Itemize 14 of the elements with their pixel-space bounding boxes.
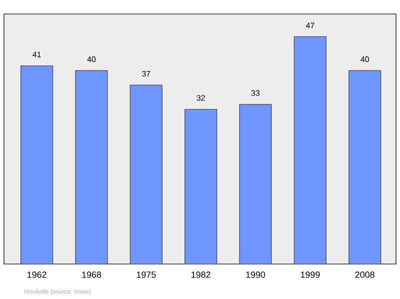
x-tick-label: 1968 [82,272,102,278]
x-tick-label: 1990 [246,272,266,278]
x-tick-label: 1982 [192,272,210,278]
bar [348,70,382,264]
bar [184,108,218,264]
x-tick-label: 1999 [300,272,320,278]
x-tick-label: 2008 [355,272,374,278]
bar [75,70,108,264]
bar [20,65,54,264]
bar [294,36,326,264]
x-tick-label: 1962 [28,272,46,278]
x-tick-label: 1975 [136,272,156,278]
bar [130,84,162,264]
bar [240,104,272,264]
